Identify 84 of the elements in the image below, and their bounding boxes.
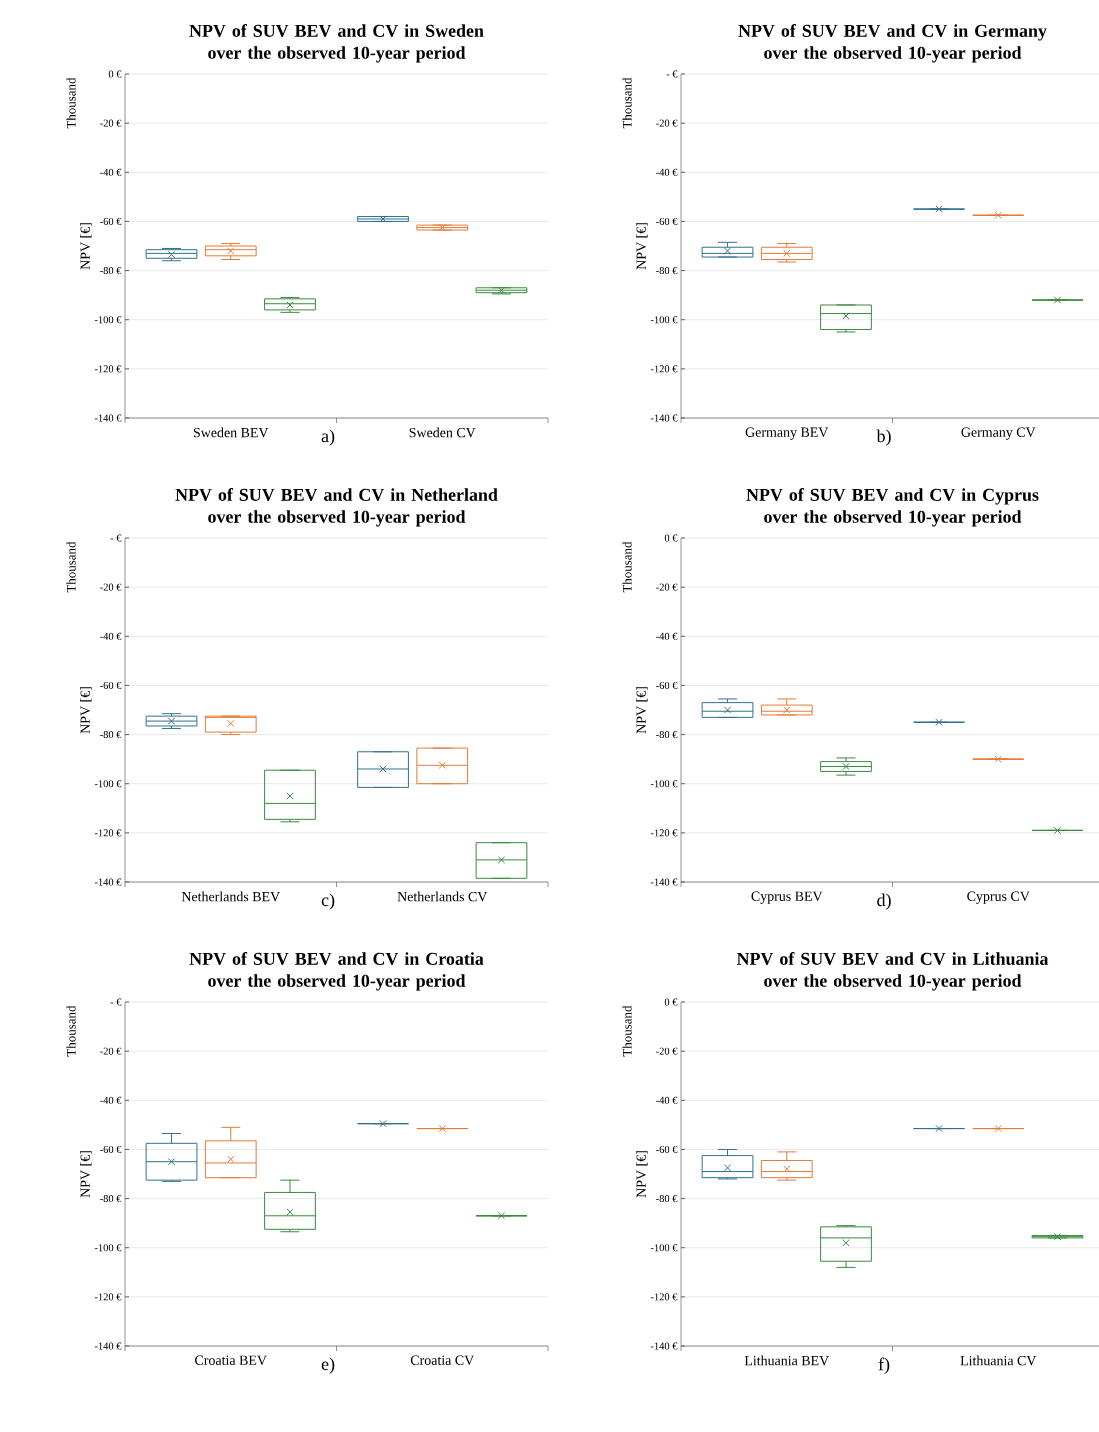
text: c) (321, 893, 335, 910)
x-tick-label: Sweden BEV (193, 427, 269, 438)
y-tick-label: -140 € (94, 878, 122, 886)
y-tick-label: -20 € (100, 583, 122, 591)
chart-title: NPV of SUV BEV and CV in Netherland over the observed 10-year period (175, 488, 498, 527)
y-axis-title: NPV [€] (80, 223, 92, 270)
y-tick-label: -100 € (650, 780, 678, 788)
x-tick-label: Germany CV (961, 427, 1036, 440)
y-tick-label: -80 € (100, 267, 122, 275)
y-tick-label: -120 € (94, 829, 122, 837)
text: Thousand (622, 77, 632, 129)
x-tick-label: Netherlands CV (397, 891, 488, 902)
y-tick-label: -100 € (94, 1244, 122, 1252)
x-tick-label: Croatia CV (410, 1355, 475, 1365)
y-tick-label: -80 € (656, 1195, 678, 1203)
y-tick-label: -40 € (656, 632, 678, 640)
y-tick-label: -20 € (656, 119, 678, 127)
y-tick-label: -140 € (94, 414, 122, 422)
y-tick-label: -60 € (100, 681, 122, 689)
y-tick-label: - € (110, 534, 122, 542)
y-axis-title: NPV [€] (80, 1151, 92, 1198)
x-tick-label: Lithuania CV (960, 1355, 1037, 1366)
y-tick-label: -140 € (650, 1342, 678, 1350)
y-tick-label: -60 € (100, 1145, 122, 1153)
y-tick-label: -40 € (656, 168, 678, 176)
y-tick-label: -100 € (650, 1244, 678, 1252)
y-tick-label: - € (110, 998, 122, 1006)
y-tick-label: -20 € (100, 1047, 122, 1055)
y-tick-label: -40 € (100, 632, 122, 640)
y-tick-label: -60 € (100, 217, 122, 225)
y-tick-label: -120 € (94, 365, 122, 373)
y-tick-label: -100 € (94, 316, 122, 324)
chart-title: NPV of SUV BEV and CV in Germany over the observed 10-year period (738, 24, 1047, 63)
y-tick-label: -120 € (650, 365, 678, 373)
y-tick-label: -60 € (656, 1145, 678, 1153)
y-tick-label: -80 € (656, 267, 678, 275)
text: e) (321, 1357, 335, 1374)
y-tick-label: -140 € (94, 1342, 122, 1350)
text: Thousand (622, 1005, 632, 1057)
y-tick-label: 0 € (108, 70, 122, 78)
y-tick-label: -140 € (650, 878, 678, 886)
y-tick-label: -100 € (94, 780, 122, 788)
y-tick-label: -120 € (650, 829, 678, 837)
y-tick-label: -40 € (656, 1096, 678, 1104)
y-tick-label: - € (666, 70, 678, 78)
x-tick-label: Cyprus BEV (751, 891, 823, 904)
text: Thousand (622, 541, 632, 593)
y-tick-label: -120 € (94, 1293, 122, 1301)
y-axis-title: NPV [€] (636, 687, 648, 734)
y-tick-label: 0 € (664, 998, 678, 1006)
y-tick-label: -20 € (656, 1047, 678, 1055)
text: Thousand (66, 1005, 76, 1057)
y-tick-label: -140 € (650, 414, 678, 422)
y-tick-label: 0 € (664, 534, 678, 542)
text: Thousand (66, 77, 76, 129)
x-tick-label: Netherlands BEV (181, 891, 280, 902)
text: Thousand (66, 541, 76, 593)
x-tick-label: Sweden CV (409, 427, 476, 438)
x-tick-label: Lithuania BEV (744, 1355, 830, 1366)
y-tick-label: -40 € (100, 168, 122, 176)
y-axis-title: NPV [€] (80, 687, 92, 734)
chart-title: NPV of SUV BEV and CV in Lithuania over the observed 10-year period (736, 952, 1049, 991)
y-tick-label: -20 € (100, 119, 122, 127)
y-tick-label: -100 € (650, 316, 678, 324)
x-tick-label: Cyprus CV (967, 891, 1030, 904)
chart-title: NPV of SUV BEV and CV in Cyprus over the observed 10-year period (746, 488, 1039, 527)
chart-title: NPV of SUV BEV and CV in Croatia over the observed 10-year period (189, 952, 484, 991)
y-axis-title: NPV [€] (636, 223, 648, 270)
text: b) (876, 429, 891, 446)
y-tick-label: -80 € (100, 1195, 122, 1203)
y-tick-label: -80 € (100, 731, 122, 739)
text: a) (321, 429, 335, 446)
y-tick-label: -40 € (100, 1096, 122, 1104)
text: d) (877, 893, 891, 910)
chart-title: NPV of SUV BEV and CV in Sweden over the observed 10-year period (189, 24, 484, 63)
text: f) (878, 1357, 890, 1374)
y-tick-label: -60 € (656, 681, 678, 689)
y-axis-title: NPV [€] (636, 1151, 648, 1198)
y-tick-label: -60 € (656, 217, 678, 225)
x-tick-label: Germany BEV (745, 427, 829, 440)
x-tick-label: Croatia BEV (195, 1355, 267, 1365)
y-tick-label: -120 € (650, 1293, 678, 1301)
y-tick-label: -20 € (656, 583, 678, 591)
y-tick-label: -80 € (656, 731, 678, 739)
